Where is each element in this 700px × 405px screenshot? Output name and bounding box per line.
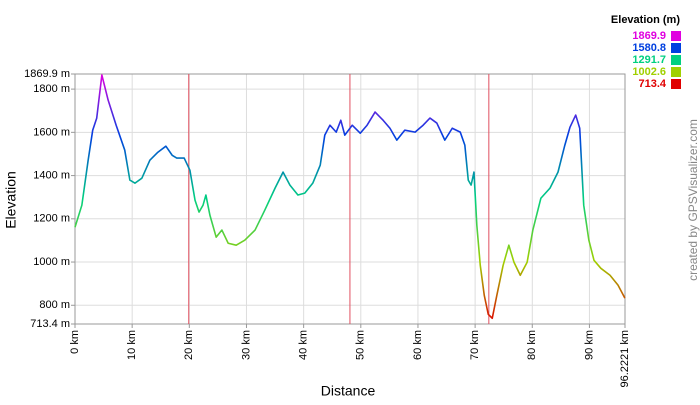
legend-label: 713.4 xyxy=(638,78,666,90)
legend-swatch xyxy=(671,55,681,65)
y-tick-label: 1400 m xyxy=(33,169,70,181)
legend-swatch xyxy=(671,31,681,41)
legend-label: 1869.9 xyxy=(632,30,666,42)
elevation-line xyxy=(74,74,626,320)
legend-swatch xyxy=(671,67,681,77)
x-tick-label: 96.2221 km xyxy=(619,330,631,387)
x-tick-label: 50 km xyxy=(355,330,367,360)
y-tick-label: 713.4 m xyxy=(30,318,70,330)
y-tick-label: 1869.9 m xyxy=(24,68,70,80)
credit: created by GPSVisualizer.com xyxy=(686,119,700,281)
y-tick-label: 1600 m xyxy=(33,126,70,138)
x-tick-label: 70 km xyxy=(469,330,481,360)
legend-swatch xyxy=(671,79,681,89)
x-tick-label: 60 km xyxy=(412,330,424,360)
x-tick-label: 80 km xyxy=(526,330,538,360)
y-tick-label: 1200 m xyxy=(33,213,70,225)
x-tick-label: 20 km xyxy=(183,330,195,360)
legend-label: 1002.6 xyxy=(632,66,666,78)
x-tick-label: 0 km xyxy=(69,330,81,354)
x-tick-label: 90 km xyxy=(583,330,595,360)
y-tick-label: 1000 m xyxy=(33,256,70,268)
x-tick-label: 40 km xyxy=(298,330,310,360)
legend-swatch xyxy=(671,43,681,53)
legend-label: 1580.8 xyxy=(632,42,666,54)
x-axis-label: Distance xyxy=(321,383,376,399)
legend-label: 1291.7 xyxy=(632,54,666,66)
y-tick-label: 800 m xyxy=(39,299,70,311)
y-tick-label: 1800 m xyxy=(33,83,70,95)
legend-title: Elevation (m) xyxy=(611,14,680,26)
x-tick-label: 30 km xyxy=(240,330,252,360)
x-tick-label: 10 km xyxy=(126,330,138,360)
y-axis-label: Elevation xyxy=(3,171,19,229)
